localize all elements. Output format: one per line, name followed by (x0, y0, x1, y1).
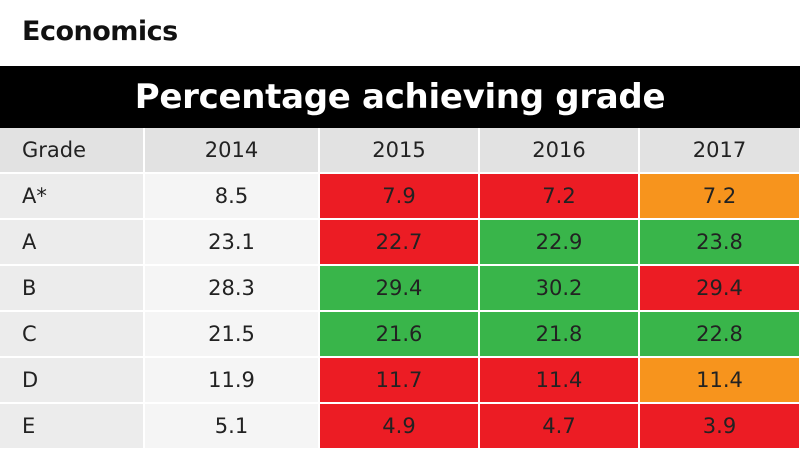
header-row: Grade 2014 2015 2016 2017 (0, 128, 800, 174)
table-body: A* 8.5 7.9 7.2 7.2 A 23.1 22.7 22.9 23.8 B 28.3 29.4… (0, 173, 800, 450)
table-row: A 23.1 22.7 22.9 23.8 (0, 219, 800, 266)
value-cell-2015: 21.6 (319, 311, 480, 358)
grade-label: C (0, 311, 145, 358)
value-cell-2015: 22.7 (319, 219, 480, 266)
value-cell-2016: 4.7 (479, 403, 640, 450)
value-cell-2015: 11.7 (319, 357, 480, 404)
value-cell-2016: 7.2 (479, 173, 640, 220)
column-header-2014: 2014 (144, 128, 320, 174)
table-row: C 21.5 21.6 21.8 22.8 (0, 311, 800, 358)
column-header-2017: 2017 (639, 128, 800, 174)
grade-label: D (0, 357, 145, 404)
value-cell-2014: 5.1 (144, 403, 320, 450)
grade-label: B (0, 265, 145, 312)
value-cell-2015: 29.4 (319, 265, 480, 312)
value-cell-2014: 11.9 (144, 357, 320, 404)
value-cell-2014: 21.5 (144, 311, 320, 358)
column-header-2016: 2016 (479, 128, 640, 174)
table-row: A* 8.5 7.9 7.2 7.2 (0, 173, 800, 220)
table-row: E 5.1 4.9 4.7 3.9 (0, 403, 800, 450)
value-cell-2017: 23.8 (639, 219, 800, 266)
value-cell-2016: 22.9 (479, 219, 640, 266)
grade-label: A* (0, 173, 145, 220)
value-cell-2015: 4.9 (319, 403, 480, 450)
column-header-2015: 2015 (319, 128, 480, 174)
value-cell-2016: 30.2 (479, 265, 640, 312)
value-cell-2014: 8.5 (144, 173, 320, 220)
subject-title: Economics (22, 16, 178, 47)
value-cell-2017: 22.8 (639, 311, 800, 358)
grade-label: A (0, 219, 145, 266)
value-cell-2014: 23.1 (144, 219, 320, 266)
value-cell-2016: 11.4 (479, 357, 640, 404)
value-cell-2017: 7.2 (639, 173, 800, 220)
grade-table: Grade 2014 2015 2016 2017 A* 8.5 7.9 7.2 7.2… (0, 128, 800, 450)
value-cell-2015: 7.9 (319, 173, 480, 220)
value-cell-2017: 29.4 (639, 265, 800, 312)
table-row: D 11.9 11.7 11.4 11.4 (0, 357, 800, 404)
value-cell-2016: 21.8 (479, 311, 640, 358)
value-cell-2017: 11.4 (639, 357, 800, 404)
value-cell-2014: 28.3 (144, 265, 320, 312)
value-cell-2017: 3.9 (639, 403, 800, 450)
table-row: B 28.3 29.4 30.2 29.4 (0, 265, 800, 312)
grade-label: E (0, 403, 145, 450)
column-header-grade: Grade (0, 128, 145, 174)
table-title-banner: Percentage achieving grade (0, 66, 800, 128)
